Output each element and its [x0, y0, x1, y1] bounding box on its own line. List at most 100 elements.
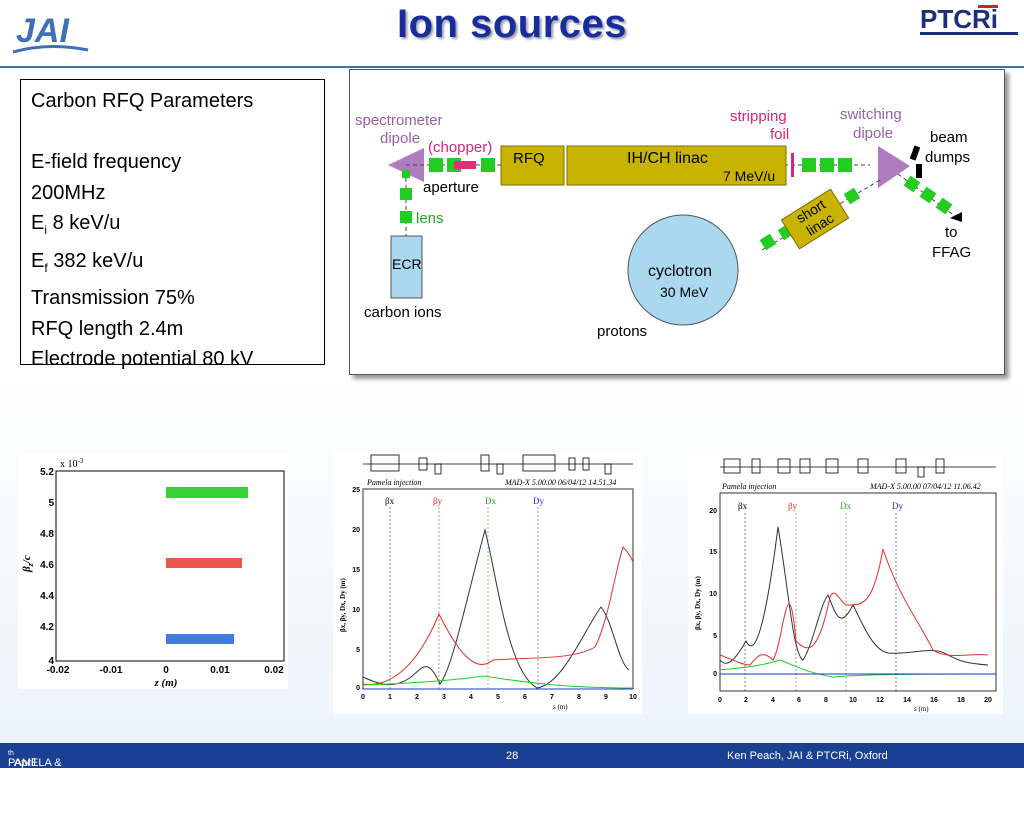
plot1-ytick: 5.2	[40, 467, 54, 478]
plot1-ytick: 4.4	[40, 591, 54, 602]
plot3-xtick: 18	[957, 697, 965, 704]
param-electrode-potential: Electrode potential 80 kV	[31, 348, 254, 370]
ecr-source	[390, 235, 423, 299]
plot2-xtick: 6	[523, 694, 527, 701]
param-ei-symbol: E	[31, 212, 45, 234]
plot1-exponent: x 10-3	[60, 457, 84, 470]
plot3-lattice	[720, 458, 996, 478]
footer-bar: PAMELA & related ideas, University of Hu…	[0, 743, 1024, 829]
plot2-legend-bx: βx	[385, 496, 395, 506]
plot3-legend-bx: βx	[738, 501, 748, 511]
quad-1	[429, 158, 443, 172]
plot2-legend-dy: Dy	[533, 496, 544, 506]
lens-upper	[400, 188, 412, 200]
plot1-ytick: 4.6	[40, 560, 54, 571]
switching-dipole-magnet	[878, 146, 910, 188]
param-ef-sub: f	[44, 260, 48, 275]
param-ei: Ei 8 keV/u	[31, 208, 314, 246]
label-beam: beam	[930, 129, 968, 146]
plot3-background	[688, 455, 1003, 714]
plot2-dx-curve	[362, 675, 634, 689]
plot2-ytick: 10	[352, 607, 360, 614]
param-efield-label: E-field frequency	[31, 151, 182, 173]
label-spectrometer-dipole: dipole	[380, 130, 420, 147]
pamela-optics-plot-2: Pamela injection MAD-X 5.00.00 07/04/12 …	[688, 455, 1003, 714]
plot1-yticks: 5.2 5 4.8 4.6 4.4 4.2 4	[40, 467, 54, 667]
footer-left-tail: April 2013	[13, 757, 39, 781]
plot2-xtick: 10	[629, 694, 637, 701]
beam-dump-2	[916, 164, 922, 178]
plot3-xtick: 2	[744, 697, 748, 704]
label-cyclotron-energy: 30 MeV	[660, 284, 709, 300]
label-switching: switching	[840, 106, 902, 123]
plot2-xtick: 4	[469, 694, 473, 701]
plot1-ytick: 4.2	[40, 622, 54, 633]
plot3-ylabel: βx, βy, Dx, Dy (m)	[694, 575, 702, 630]
footer-left-sup: th	[8, 750, 14, 757]
plot2-ytick: 5	[356, 647, 360, 654]
quad-4	[802, 158, 816, 172]
plot2-xticks: 0 1 2 3 4 5 6 7 8 9 10	[361, 694, 637, 701]
plot1-xtick: 0.01	[210, 665, 230, 676]
ffag-arrow	[950, 212, 962, 222]
param-ei-sub: i	[44, 223, 48, 237]
aperture-element	[402, 170, 410, 178]
facility-diagram-svg: spectrometer dipole (chopper) RFQ IH/CH …	[355, 106, 971, 340]
rfq-block	[500, 145, 565, 186]
plot3-title: Pamela injection	[721, 482, 776, 491]
plot1-xtick: -0.02	[47, 665, 70, 676]
label-aperture: aperture	[423, 179, 479, 196]
plot2-program: MAD-X 5.00.00 06/04/12 14.51.34	[504, 478, 616, 487]
plot3-ytick: 5	[713, 633, 717, 640]
quad-5	[820, 158, 834, 172]
plot3-legend-dx: Dx	[840, 501, 851, 511]
plot3-ytick: 15	[709, 549, 717, 556]
param-transmission: Transmission 75%	[31, 287, 195, 309]
label-protons: protons	[597, 323, 647, 340]
plot1-xtick: -0.01	[100, 665, 123, 676]
plot3-ytick: 20	[709, 508, 717, 515]
plot1-band-red	[166, 558, 242, 568]
plot2-beta-y-curve	[362, 546, 634, 685]
param-ef: Ef 382 keV/u	[31, 246, 314, 284]
plot3-beta-y-curve	[719, 548, 989, 666]
label-linac-energy: 7 MeV/u	[723, 168, 775, 184]
pamela-optics-plot-1: Pamela injection MAD-X 5.00.00 06/04/12 …	[333, 452, 642, 714]
label-linac: IH/CH linac	[627, 150, 708, 167]
plot3-xtick: 10	[849, 697, 857, 704]
plot1-band-blue	[166, 634, 234, 644]
plot3-xtick: 16	[930, 697, 938, 704]
plot3-xtick: 12	[876, 697, 884, 704]
plot2-xlabel: s (m)	[553, 703, 568, 711]
param-rfq-length: RFQ length 2.4m	[31, 317, 184, 340]
plot3-legend-dy: Dy	[892, 501, 903, 511]
params-heading: Carbon RFQ Parameters	[31, 90, 254, 112]
lens-lower	[400, 211, 412, 223]
plot1-ytick: 5	[48, 498, 54, 509]
param-ef-symbol: E	[31, 249, 45, 272]
plot1-ylabel: βz/c	[21, 555, 35, 573]
plot2-xtick: 2	[415, 694, 419, 701]
ptcri-logo-text: PTCRi	[920, 4, 998, 34]
plot3-legend-by: βy	[788, 501, 798, 511]
stripping-foil	[791, 153, 794, 177]
plot3-ytick: 0	[713, 671, 717, 678]
plot2-background	[333, 452, 642, 714]
plot2-ytick: 0	[356, 685, 360, 692]
cyclotron	[627, 214, 739, 326]
plot2-ytick: 20	[352, 527, 360, 534]
plot1-axes	[55, 470, 285, 662]
plot2-legend-dx: Dx	[485, 496, 496, 506]
label-spectrometer: spectrometer	[355, 112, 443, 129]
ptcri-logo-bar	[920, 32, 1018, 35]
params-spacer	[31, 117, 314, 148]
plot3-xticks: 0 2 4 6 8 10 12 14 16 18 20	[718, 697, 992, 704]
beta-z-plot: x 10-3 5.2 5 4.8 4.6 4.4 4.2 4 -0.02 -0.…	[18, 454, 288, 689]
chopper-element	[454, 161, 476, 169]
plot3-xtick: 20	[984, 697, 992, 704]
param-frequency: 200MHz	[31, 181, 106, 204]
plot3-xtick: 14	[903, 697, 911, 704]
label-cyclotron: cyclotron	[648, 263, 712, 280]
jai-logo-text: JAI	[16, 12, 70, 50]
short-linac-block	[780, 188, 850, 250]
